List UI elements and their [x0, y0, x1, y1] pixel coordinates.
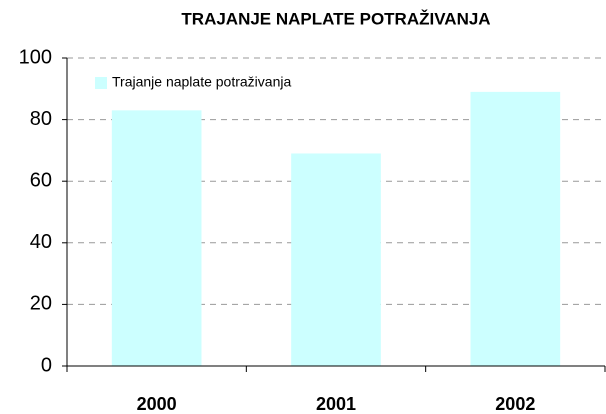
- x-tick-label: 2001: [316, 394, 356, 414]
- bar: [111, 110, 202, 366]
- y-tick-label: 40: [30, 231, 52, 253]
- x-tick-label: 2000: [137, 394, 177, 414]
- y-tick-label: 60: [30, 169, 52, 191]
- y-tick-label: 80: [30, 108, 52, 130]
- bar: [470, 91, 561, 366]
- y-tick-label: 100: [19, 46, 52, 68]
- y-tick-label: 20: [30, 293, 52, 315]
- chart-title: TRAJANJE NAPLATE POTRAŽIVANJA: [181, 9, 490, 28]
- legend-swatch: [95, 77, 107, 89]
- y-tick-label: 0: [41, 354, 52, 376]
- legend-label: Trajanje naplate potraživanja: [112, 74, 291, 90]
- x-tick-label: 2002: [495, 394, 535, 414]
- bar: [291, 153, 381, 366]
